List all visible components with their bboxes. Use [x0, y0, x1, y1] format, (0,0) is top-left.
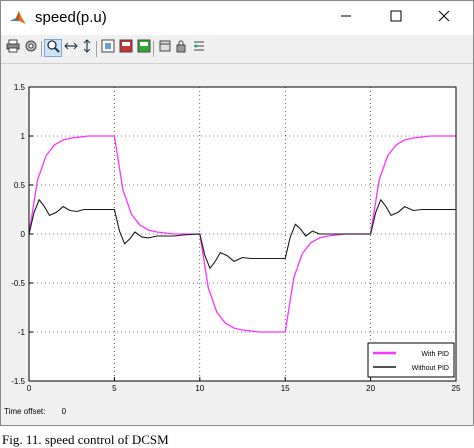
- lock-button[interactable]: [172, 39, 190, 57]
- close-button[interactable]: [421, 1, 467, 35]
- legend-label: Without PID: [412, 365, 449, 372]
- minimize-button[interactable]: [323, 1, 369, 35]
- y-tick-label: 1.5: [14, 83, 26, 92]
- save-axes-button[interactable]: [117, 39, 135, 57]
- print-icon: [6, 39, 20, 58]
- y-tick-label: 0.5: [14, 181, 26, 190]
- restore-axes-icon: [137, 39, 151, 58]
- legend-box: [367, 342, 455, 378]
- y-tick-label: -1.5: [11, 377, 25, 386]
- window-title: speed(p.u): [35, 9, 107, 26]
- matlab-logo-icon: [9, 9, 27, 27]
- print-button[interactable]: [4, 39, 22, 57]
- toolbar-separator: [153, 41, 154, 57]
- close-icon: [438, 9, 450, 27]
- zoom-y-icon: [80, 38, 94, 58]
- parameters-button[interactable]: [22, 39, 40, 57]
- x-tick-label: 10: [195, 384, 204, 393]
- series-line-without-pid: [28, 199, 456, 269]
- maximize-icon: [390, 9, 402, 27]
- title-bar: speed(p.u): [1, 1, 473, 35]
- zoom-in-button[interactable]: [44, 39, 62, 57]
- toolbar-separator: [41, 41, 42, 57]
- plot-panel: 0 5 10 15 20 25 -1.5 -1 -0.5 0 0.5 1 1.5 With PID With…: [1, 64, 473, 404]
- zoom-x-icon: [64, 39, 78, 58]
- toolbar-separator: [96, 41, 97, 57]
- float-icon: [158, 39, 172, 58]
- lock-icon: [174, 39, 188, 58]
- x-tick-label: 15: [281, 384, 290, 393]
- x-tick-label: 5: [112, 384, 117, 393]
- y-tick-label: -0.5: [11, 279, 25, 288]
- zoom-x-button[interactable]: [62, 39, 80, 57]
- signal-selector-icon: [192, 39, 206, 58]
- float-button[interactable]: [156, 39, 174, 57]
- scope-toolbar: [1, 35, 473, 64]
- time-offset-value: 0: [61, 407, 67, 416]
- speed-chart[interactable]: 0 5 10 15 20 25 -1.5 -1 -0.5 0 0.5 1 1.5 With PID With…: [1, 64, 473, 404]
- minimize-icon: [340, 9, 352, 27]
- zoom-y-button[interactable]: [78, 38, 96, 58]
- signal-selector-button[interactable]: [190, 39, 208, 57]
- autoscale-button[interactable]: [99, 39, 117, 57]
- save-axes-icon: [119, 39, 133, 58]
- y-tick-label: 0: [21, 230, 26, 239]
- series-line-with-pid: [28, 135, 456, 333]
- restore-axes-button[interactable]: [135, 39, 153, 57]
- autoscale-icon: [101, 39, 115, 58]
- x-tick-label: 0: [27, 384, 32, 393]
- y-tick-label: -1: [18, 328, 26, 337]
- zoom-in-icon: [46, 39, 60, 58]
- x-tick-label: 20: [366, 384, 375, 393]
- time-offset-readout: Time offset: 0: [4, 407, 66, 416]
- parameters-icon: [24, 39, 38, 58]
- scope-window: speed(p.u): [0, 0, 474, 426]
- x-tick-label: 25: [452, 384, 461, 393]
- maximize-button[interactable]: [373, 1, 419, 35]
- time-offset-label: Time offset:: [4, 407, 46, 416]
- figure-caption: Fig. 11. speed control of DCSM: [2, 432, 169, 447]
- y-tick-label: 1: [21, 132, 26, 141]
- legend-label: With PID: [421, 351, 449, 358]
